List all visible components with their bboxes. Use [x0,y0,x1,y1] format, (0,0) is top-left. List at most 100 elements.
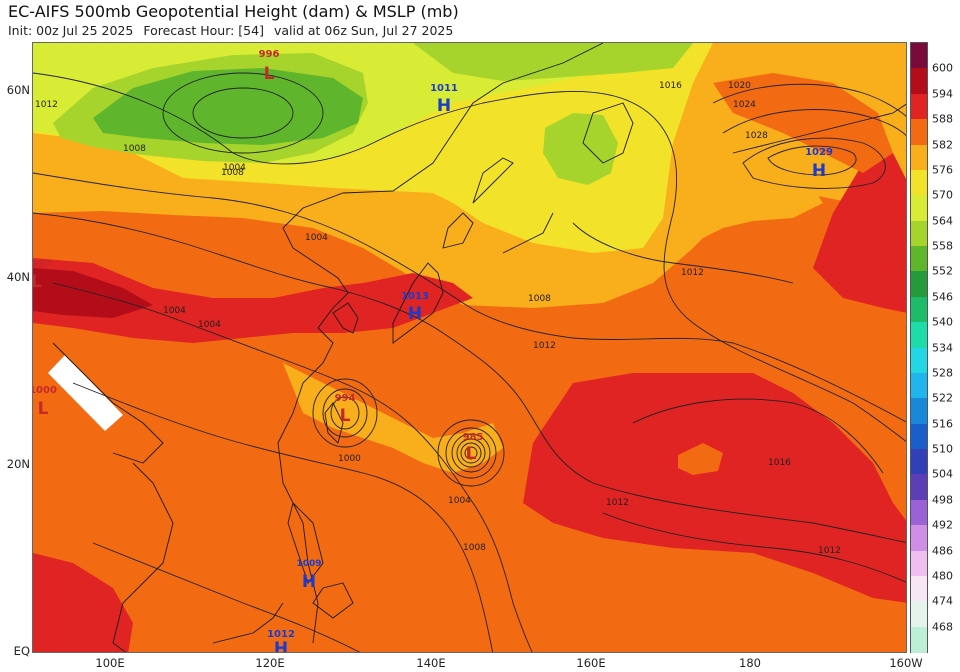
colorbar-segment [911,601,927,628]
typhoon-low-marker: 985 L [463,432,484,464]
pressure-value: 1000 [33,385,57,396]
colorbar-segment [911,169,927,196]
colorbar-segment [911,449,927,475]
colorbar-label: 558 [932,239,953,253]
colorbar-label: 480 [932,569,953,583]
lon-label-100e: 100E [95,656,125,670]
height-fill-594-sw [33,553,133,652]
chart-title: EC-AIFS 500mb Geopotential Height (dam) … [8,2,459,21]
colorbar-segment [911,550,927,577]
colorbar-segment [911,575,927,602]
colorbar-segment [911,220,927,247]
isobars [33,72,906,652]
high-pressure-marker: 1011 H [430,83,458,116]
pressure-type: L [38,399,49,419]
pressure-value: 1012 [267,629,295,640]
height-fill-582-patch [673,183,823,243]
lon-label-160w: 160W [889,656,923,670]
isobar-label: 1016 [659,81,682,91]
colorbar-label: 576 [932,163,953,177]
lat-label-20n: 20N [6,457,30,471]
colorbar-segment [911,271,927,298]
colorbar-segment [911,68,927,95]
isobar-label: 1008 [221,168,244,178]
high-pressure-marker: 1029 H [805,147,833,181]
pressure-center-group: 996 L 1011 H 1029 H 997 L 1013 H 1000 L … [33,49,833,653]
colorbar-segment [911,423,927,450]
pressure-type: L [264,64,275,84]
valid-time: valid at 06z Sun, Jul 27 2025 [273,23,454,38]
pressure-value: 985 [463,432,484,443]
pressure-type: H [302,572,316,592]
missing-data-patch [48,355,123,431]
lat-label-60n: 60N [6,83,30,97]
low-pressure-marker: 994 L [335,393,356,426]
height-fill-564-north [413,43,693,81]
colorbar-label: 474 [932,594,953,608]
isobar-label: 1028 [745,131,768,141]
height-fill-594-pacific [523,373,906,603]
isobar-label: 1004 [198,320,221,330]
isobar-label: 1008 [123,144,146,154]
colorbar-label: 486 [932,544,953,557]
colorbar-label: 600 [932,61,953,75]
isobar-label: 1004 [448,496,471,506]
pressure-value: 1011 [430,83,458,94]
colorbar-label: 546 [932,290,953,304]
pressure-type: H [274,639,288,653]
colorbar-label: 588 [932,112,953,126]
colorbar-label: 582 [932,138,953,151]
colorbar-segment [911,322,927,348]
colorbar-label: 534 [932,341,953,354]
colorbar-label: 522 [932,391,953,405]
colorbar-segment [911,43,927,69]
forecast-hour: Forecast Hour: [54] [143,23,264,38]
colorbar-label: 498 [932,493,953,507]
colorbar-segment [911,474,927,501]
colorbar-segment [911,372,927,399]
colorbar-label: 468 [932,620,953,634]
colorbar-segment [911,347,927,374]
pressure-type: H [408,304,422,324]
isobar-label: 1004 [163,306,186,316]
colorbar [910,42,928,653]
high-pressure-marker: 1013 H [401,291,429,324]
pressure-type: L [466,444,477,464]
lon-label-180: 180 [739,656,761,670]
isobar-label: 1004 [223,163,246,173]
colorbar-segment [911,525,927,551]
isobar-label: 1012 [606,498,629,508]
pressure-value: 1009 [296,559,321,569]
height-fill-594-ne [813,153,906,313]
pressure-type: H [812,161,826,181]
colorbar-label: 540 [932,315,953,329]
colorbar-segment [911,626,927,653]
colorbar-label: 516 [932,417,953,431]
map-panel: 1012 1008 1004 1008 1004 1008 1012 1012 … [32,42,907,653]
pressure-type: H [437,96,451,116]
chart-subtitle: Init: 00z Jul 25 2025 Forecast Hour: [54]… [8,23,453,38]
pressure-value: 997 [33,259,52,270]
height-fill-558 [93,68,363,145]
coastlines [52,43,906,652]
isobar-label: 1012 [533,341,556,351]
height-fill-588-ne [713,73,893,173]
isobar-label: 1012 [35,100,58,110]
colorbar-segment [911,499,927,526]
high-pressure-marker: 1012 H [267,629,295,653]
colorbar-segment [911,119,927,145]
colorbar-segment [911,195,927,222]
isobar-label: 1012 [818,546,841,556]
colorbar-label: 564 [932,214,953,228]
low-pressure-marker: 997 L [33,259,52,292]
typhoon-rings [162,72,505,487]
colorbar-label: 570 [932,188,953,202]
height-fill-594-china [33,258,473,343]
low-pressure-marker: 1000 L [33,385,57,419]
lon-label-140e: 140E [416,656,446,670]
isobar-label: 1004 [305,233,328,243]
high-pressure-marker: 1009 H [296,559,321,592]
pressure-type: L [340,406,351,426]
colorbar-label: 510 [932,442,953,456]
isobar-label: 1012 [681,268,704,278]
